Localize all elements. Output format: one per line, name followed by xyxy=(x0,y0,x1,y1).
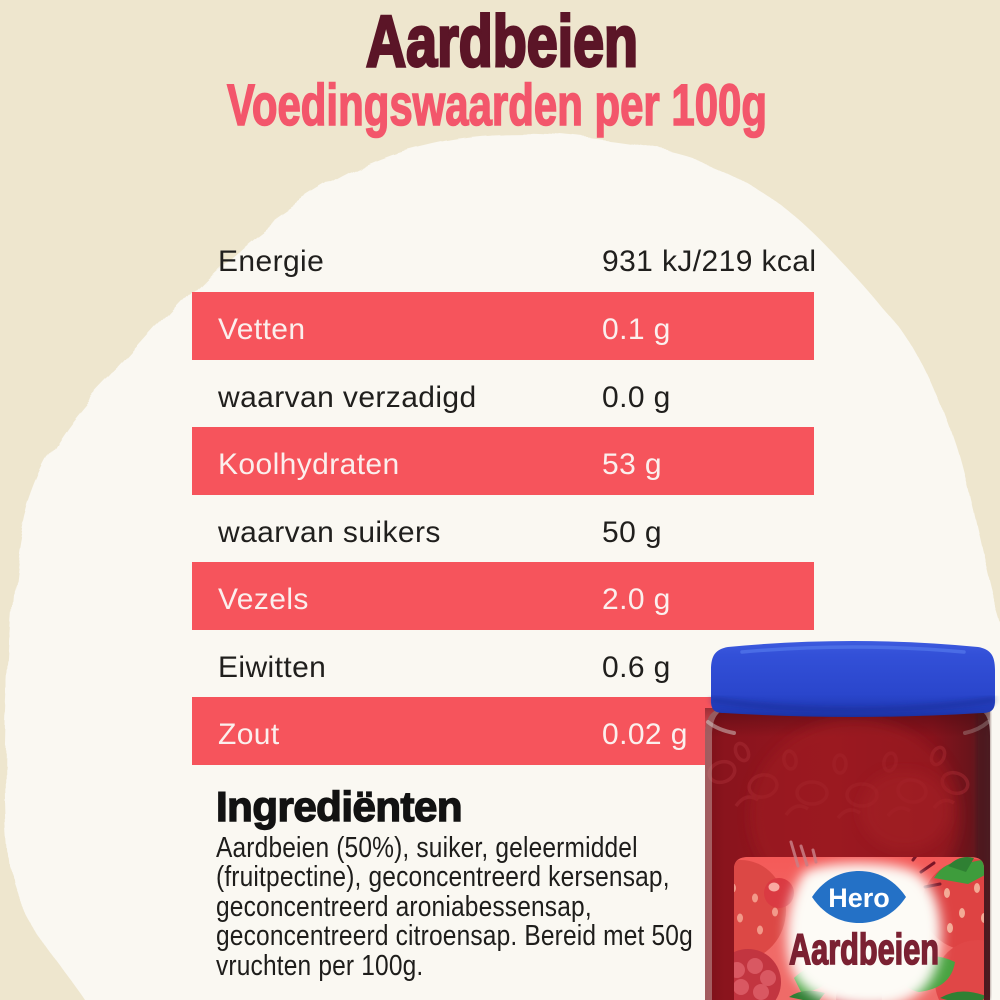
svg-text:Voedingswaarden per 100g: Voedingswaarden per 100g xyxy=(227,73,767,138)
svg-text:Aardbeien: Aardbeien xyxy=(366,2,638,82)
svg-text:Hero: Hero xyxy=(828,883,890,913)
svg-text:Aardbeien: Aardbeien xyxy=(789,925,939,974)
